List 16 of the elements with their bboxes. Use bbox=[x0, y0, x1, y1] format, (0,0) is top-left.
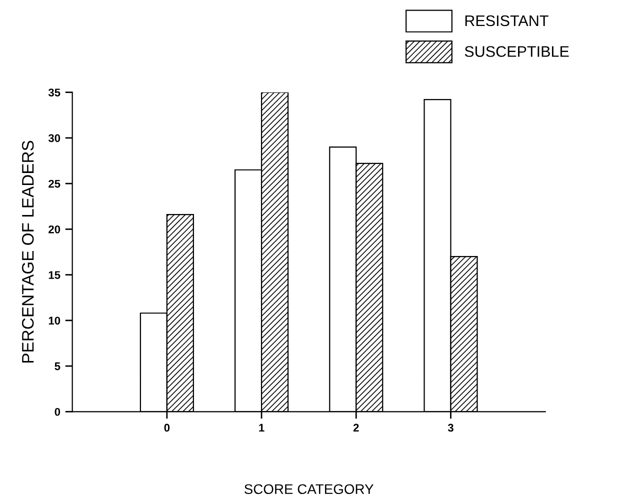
y-tick-label: 15 bbox=[48, 271, 60, 279]
legend-label: SUSCEPTIBLE bbox=[464, 46, 569, 57]
x-tick-label: 2 bbox=[353, 424, 359, 432]
y-tick-label: 10 bbox=[48, 316, 60, 325]
x-axis-title: SCORE CATEGORY bbox=[244, 484, 374, 494]
y-tick-label: 30 bbox=[48, 134, 60, 142]
y-axis-title: PERCENTAGE OF LEADERS bbox=[22, 140, 34, 363]
y-tick-label: 0 bbox=[54, 408, 60, 416]
y-tick-label: 5 bbox=[54, 362, 60, 370]
x-tick-label: 3 bbox=[448, 424, 454, 432]
x-tick-label: 0 bbox=[164, 424, 170, 432]
legend-label: RESISTANT bbox=[465, 15, 548, 26]
x-tick-label: 1 bbox=[259, 424, 264, 432]
y-tick-label: 35 bbox=[48, 88, 60, 96]
y-tick-label: 25 bbox=[48, 180, 60, 188]
y-tick-label: 20 bbox=[48, 225, 60, 234]
